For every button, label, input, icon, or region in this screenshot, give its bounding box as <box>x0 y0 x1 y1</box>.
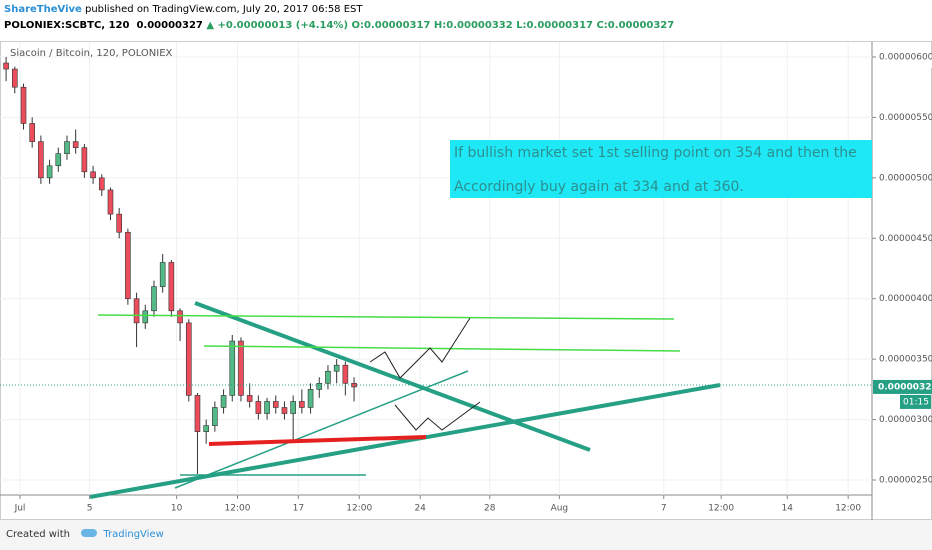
candle-body <box>90 171 96 179</box>
projection <box>369 317 471 379</box>
candle-body <box>151 286 157 312</box>
candle-body <box>159 262 166 287</box>
logo <box>81 529 98 537</box>
candle-body <box>299 401 305 408</box>
x-tick-label: Jul <box>14 504 26 514</box>
candle-body <box>177 310 183 324</box>
x-tick-label: 17 <box>293 504 304 514</box>
projection <box>394 401 481 431</box>
candle-body <box>133 298 140 324</box>
candle-body <box>238 340 244 396</box>
note-text: If bullish market set 1st selling point … <box>454 145 857 161</box>
change-value: +0.00000013 (+4.14%) <box>217 20 349 31</box>
level-line <box>97 314 675 320</box>
candle-body <box>142 310 149 324</box>
candle-body <box>116 213 122 233</box>
x-tick-label: 24 <box>414 504 426 514</box>
candle-body <box>264 401 270 414</box>
candle-body <box>220 395 227 408</box>
y-tick-label: 0.00000450 <box>879 234 932 244</box>
drawings <box>0 301 872 499</box>
candle-body <box>20 86 27 124</box>
y-tick-label: 0.00000350 <box>879 355 932 365</box>
y-tick-label: 0.00000300 <box>879 415 932 425</box>
candle-body <box>290 401 296 414</box>
ohlc: O:0.00000317 <box>351 20 431 31</box>
last: 0.00000327 <box>136 20 203 31</box>
footer: Created with TradingView <box>0 520 932 550</box>
frame <box>0 41 932 520</box>
change: ▲ +0.00000013 (+4.14%) <box>206 20 349 31</box>
candle-body <box>229 340 236 396</box>
level-line <box>208 435 427 446</box>
symbol: POLONIEX:SCBTC, 120 <box>4 20 130 31</box>
symbol-line: POLONIEX:SCBTC, 120 0.00000327 ▲ +0.0000… <box>4 20 674 31</box>
candle-body <box>342 364 349 384</box>
candle-body <box>333 364 340 372</box>
candle-body <box>38 141 44 179</box>
candle-body <box>81 147 88 173</box>
y-tick-label: 0.00000500 <box>879 173 932 183</box>
ohlc: H:0.00000332 <box>433 20 513 31</box>
brand[interactable]: TradingView <box>103 529 164 540</box>
y-tick-label: 0.00000250 <box>879 476 932 486</box>
axis-mask <box>873 53 932 68</box>
y-tick-label: 0.00000400 <box>879 294 932 304</box>
author[interactable]: ShareTheVive <box>4 4 82 15</box>
header-line: ShareTheVive published on TradingView.co… <box>4 4 363 15</box>
candle-body <box>325 370 331 384</box>
note-text: Accordingly buy again at 334 and at 360. <box>454 179 744 195</box>
candle-body <box>272 401 279 408</box>
candle-body <box>212 407 218 426</box>
candle-body <box>316 383 323 390</box>
candle-body <box>98 177 105 191</box>
published: published on TradingView.com, July 20, 2… <box>85 4 363 15</box>
trend-line <box>174 370 469 489</box>
countdown: 01:15 <box>903 397 929 407</box>
trend-line <box>194 301 591 452</box>
candle-body <box>125 231 131 300</box>
candle-body <box>168 262 175 312</box>
candle-body <box>307 389 314 408</box>
candle-body <box>255 401 262 414</box>
candle-body <box>107 189 114 215</box>
candle-body <box>55 153 62 167</box>
x-tick-label: 28 <box>484 504 496 514</box>
candle-body <box>72 141 79 148</box>
x-tick-label: 12:00 <box>346 504 372 514</box>
last-price-badge <box>873 379 932 394</box>
candle-body <box>185 322 192 396</box>
candle-body <box>203 425 209 432</box>
last-price-label: 0.00000327 <box>878 382 932 392</box>
candle-body <box>246 395 253 402</box>
level-line <box>203 345 681 352</box>
x-tick-label: 10 <box>171 504 183 514</box>
x-tick-label: 5 <box>87 504 93 514</box>
candle-body <box>64 141 70 154</box>
trend-line <box>89 383 721 499</box>
chart: If bullish market set 1st selling point … <box>0 41 932 520</box>
x-tick-label: 12:00 <box>708 504 734 514</box>
candle-body <box>194 395 201 432</box>
y-tick-label: 0.00000600 <box>879 52 932 62</box>
candle-body <box>3 62 9 70</box>
countdown-badge <box>900 394 931 409</box>
candle-body <box>46 165 53 179</box>
candle-body <box>11 68 18 88</box>
note-box <box>450 140 872 198</box>
candle-body <box>281 407 288 414</box>
created-with: Created with <box>6 529 70 540</box>
ohlc: C:0.00000327 <box>596 20 675 31</box>
ohlc: L:0.00000317 <box>516 20 593 31</box>
x-tick-label: 14 <box>782 504 794 514</box>
x-tick-label: 7 <box>661 504 667 514</box>
x-tick-label: 12:00 <box>225 504 251 514</box>
x-tick-label: 12:00 <box>835 504 861 514</box>
candle-body <box>29 123 35 142</box>
x-tick-label: Aug <box>551 504 569 514</box>
chart-title: Siacoin / Bitcoin, 120, POLONIEX <box>10 48 173 59</box>
y-tick-label: 0.00000550 <box>879 113 932 123</box>
